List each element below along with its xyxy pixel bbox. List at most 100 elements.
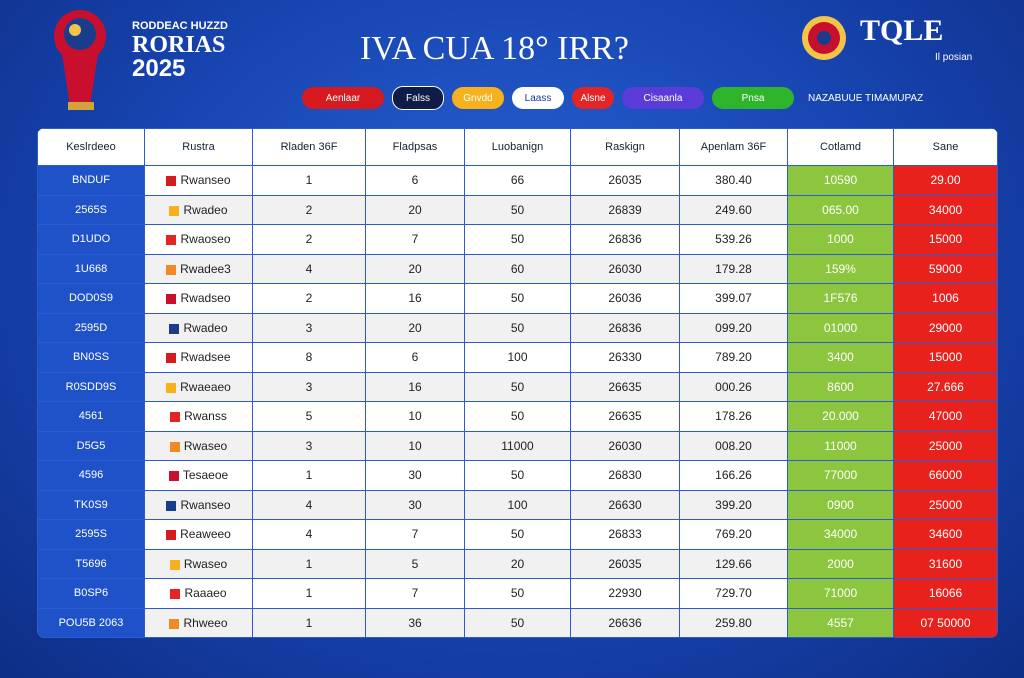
- cell-text: 2: [305, 202, 313, 217]
- table-cell: BN0SS: [37, 342, 145, 373]
- filter-button[interactable]: Aenlaar: [302, 87, 384, 109]
- table-cell: Rwaeaeo: [144, 371, 253, 402]
- cell-text: 26836: [608, 232, 642, 247]
- cell-text: 7: [411, 586, 419, 601]
- table-cell: 77000: [787, 460, 894, 491]
- table-cell: 0900: [787, 489, 894, 520]
- table-cell: Rhweeo: [144, 607, 253, 638]
- table-cell: 1: [252, 548, 366, 579]
- table-cell: 29000: [893, 312, 998, 343]
- cell-text: 1: [305, 468, 313, 483]
- table-cell: 5: [365, 548, 465, 579]
- table-cell: 50: [464, 578, 571, 609]
- cell-text: B0SP6: [73, 587, 109, 600]
- cell-text: 16: [408, 379, 422, 394]
- table-cell: 34000: [893, 194, 998, 225]
- column-header: Luobanign: [464, 128, 571, 166]
- filter-button[interactable]: Pnsa: [712, 87, 794, 109]
- table-cell: 178.26: [679, 401, 788, 432]
- logo-line: 2025: [132, 55, 186, 82]
- table-cell: 3: [252, 312, 366, 343]
- filter-button[interactable]: Gnvdd: [452, 87, 504, 109]
- table-row: DOD0S9 Rwadseo 2 16 50 26036 399.07 1F576 1006: [37, 283, 998, 314]
- table-cell: T5696: [37, 548, 145, 579]
- cell-text: 20: [510, 556, 525, 571]
- table-cell: 20: [365, 194, 465, 225]
- flag-icon: [166, 500, 177, 511]
- table-cell: 4: [252, 489, 366, 520]
- table-cell: 4561: [37, 401, 145, 432]
- filter-button[interactable]: Alsne: [572, 87, 614, 109]
- filter-button[interactable]: Laass: [512, 87, 564, 109]
- cell-text: 50: [510, 379, 525, 394]
- cell-text: 66000: [928, 468, 963, 483]
- cell-text: 25000: [928, 438, 963, 453]
- table-cell: Rwanseo: [144, 165, 253, 196]
- cell-text: Rwadeo: [183, 202, 228, 217]
- table-cell: Rwadsee: [144, 342, 253, 373]
- table-row: T5696 Rwaseo 1 5 20 26035 129.66 2000 31600: [37, 548, 998, 579]
- cell-text: 59000: [928, 261, 963, 276]
- table-cell: Rwadeo: [144, 194, 253, 225]
- table-cell: 36: [365, 607, 465, 638]
- table-cell: 3: [252, 371, 366, 402]
- table-cell: 065.00: [787, 194, 894, 225]
- cell-text: 50: [510, 409, 525, 424]
- table-cell: 789.20: [679, 342, 788, 373]
- brand: TQLE: [860, 14, 944, 47]
- flag-icon: [169, 323, 180, 334]
- cell-text: 4557: [827, 615, 854, 630]
- table-cell: 59000: [893, 253, 998, 284]
- cell-text: 26836: [608, 320, 642, 335]
- table-cell: 166.26: [679, 460, 788, 491]
- cell-text: 2595S: [75, 528, 107, 541]
- table-cell: 100: [464, 342, 571, 373]
- cell-text: 50: [510, 320, 525, 335]
- logo-text: RODDEAC HUZZD RORIAS 2025: [132, 20, 228, 83]
- cell-text: Rhweeo: [183, 615, 228, 630]
- cell-text: 22930: [608, 586, 642, 601]
- table-cell: 1F576: [787, 283, 894, 314]
- cell-text: 100: [507, 350, 528, 365]
- cell-text: 50: [510, 291, 525, 306]
- cell-text: 159%: [825, 261, 856, 276]
- cell-text: 30: [408, 468, 422, 483]
- table-cell: 2: [252, 194, 366, 225]
- column-header: Cotlamd: [787, 128, 894, 166]
- table-cell: 25000: [893, 489, 998, 520]
- cell-text: Rwaseo: [183, 438, 228, 453]
- table-cell: 11000: [787, 430, 894, 461]
- table-cell: 399.20: [679, 489, 788, 520]
- cell-text: 60: [510, 261, 525, 276]
- cell-text: 399.20: [715, 497, 752, 512]
- table-cell: 26833: [570, 519, 680, 550]
- cell-text: Rwanseo: [180, 497, 231, 512]
- flag-icon: [166, 382, 177, 393]
- table-cell: 29.00: [893, 165, 998, 196]
- cell-text: 729.70: [715, 586, 752, 601]
- table-cell: 4: [252, 519, 366, 550]
- cell-text: 34600: [928, 527, 963, 542]
- table-cell: 30: [365, 489, 465, 520]
- cell-text: Rwaeaeo: [180, 379, 231, 394]
- table-cell: Rwaseo: [144, 548, 253, 579]
- table-cell: 66: [464, 165, 571, 196]
- table-cell: 7: [365, 519, 465, 550]
- cell-text: Reaweeo: [180, 527, 231, 542]
- cell-text: 26635: [608, 409, 642, 424]
- trophy-logo: [54, 10, 106, 110]
- table-cell: 25000: [893, 430, 998, 461]
- cell-text: D1UDO: [71, 233, 111, 246]
- table-cell: 47000: [893, 401, 998, 432]
- table-cell: 1006: [893, 283, 998, 314]
- cell-text: TK0S9: [74, 498, 108, 511]
- table-cell: 26836: [570, 224, 680, 255]
- cell-text: 3: [305, 438, 313, 453]
- flag-icon: [166, 530, 177, 541]
- filter-button[interactable]: Cisaanla: [622, 87, 704, 109]
- cell-text: 15000: [928, 232, 963, 247]
- filter-button[interactable]: Falss: [392, 86, 444, 110]
- cell-text: 31600: [928, 556, 963, 571]
- cell-text: 16066: [928, 586, 963, 601]
- table-cell: 249.60: [679, 194, 788, 225]
